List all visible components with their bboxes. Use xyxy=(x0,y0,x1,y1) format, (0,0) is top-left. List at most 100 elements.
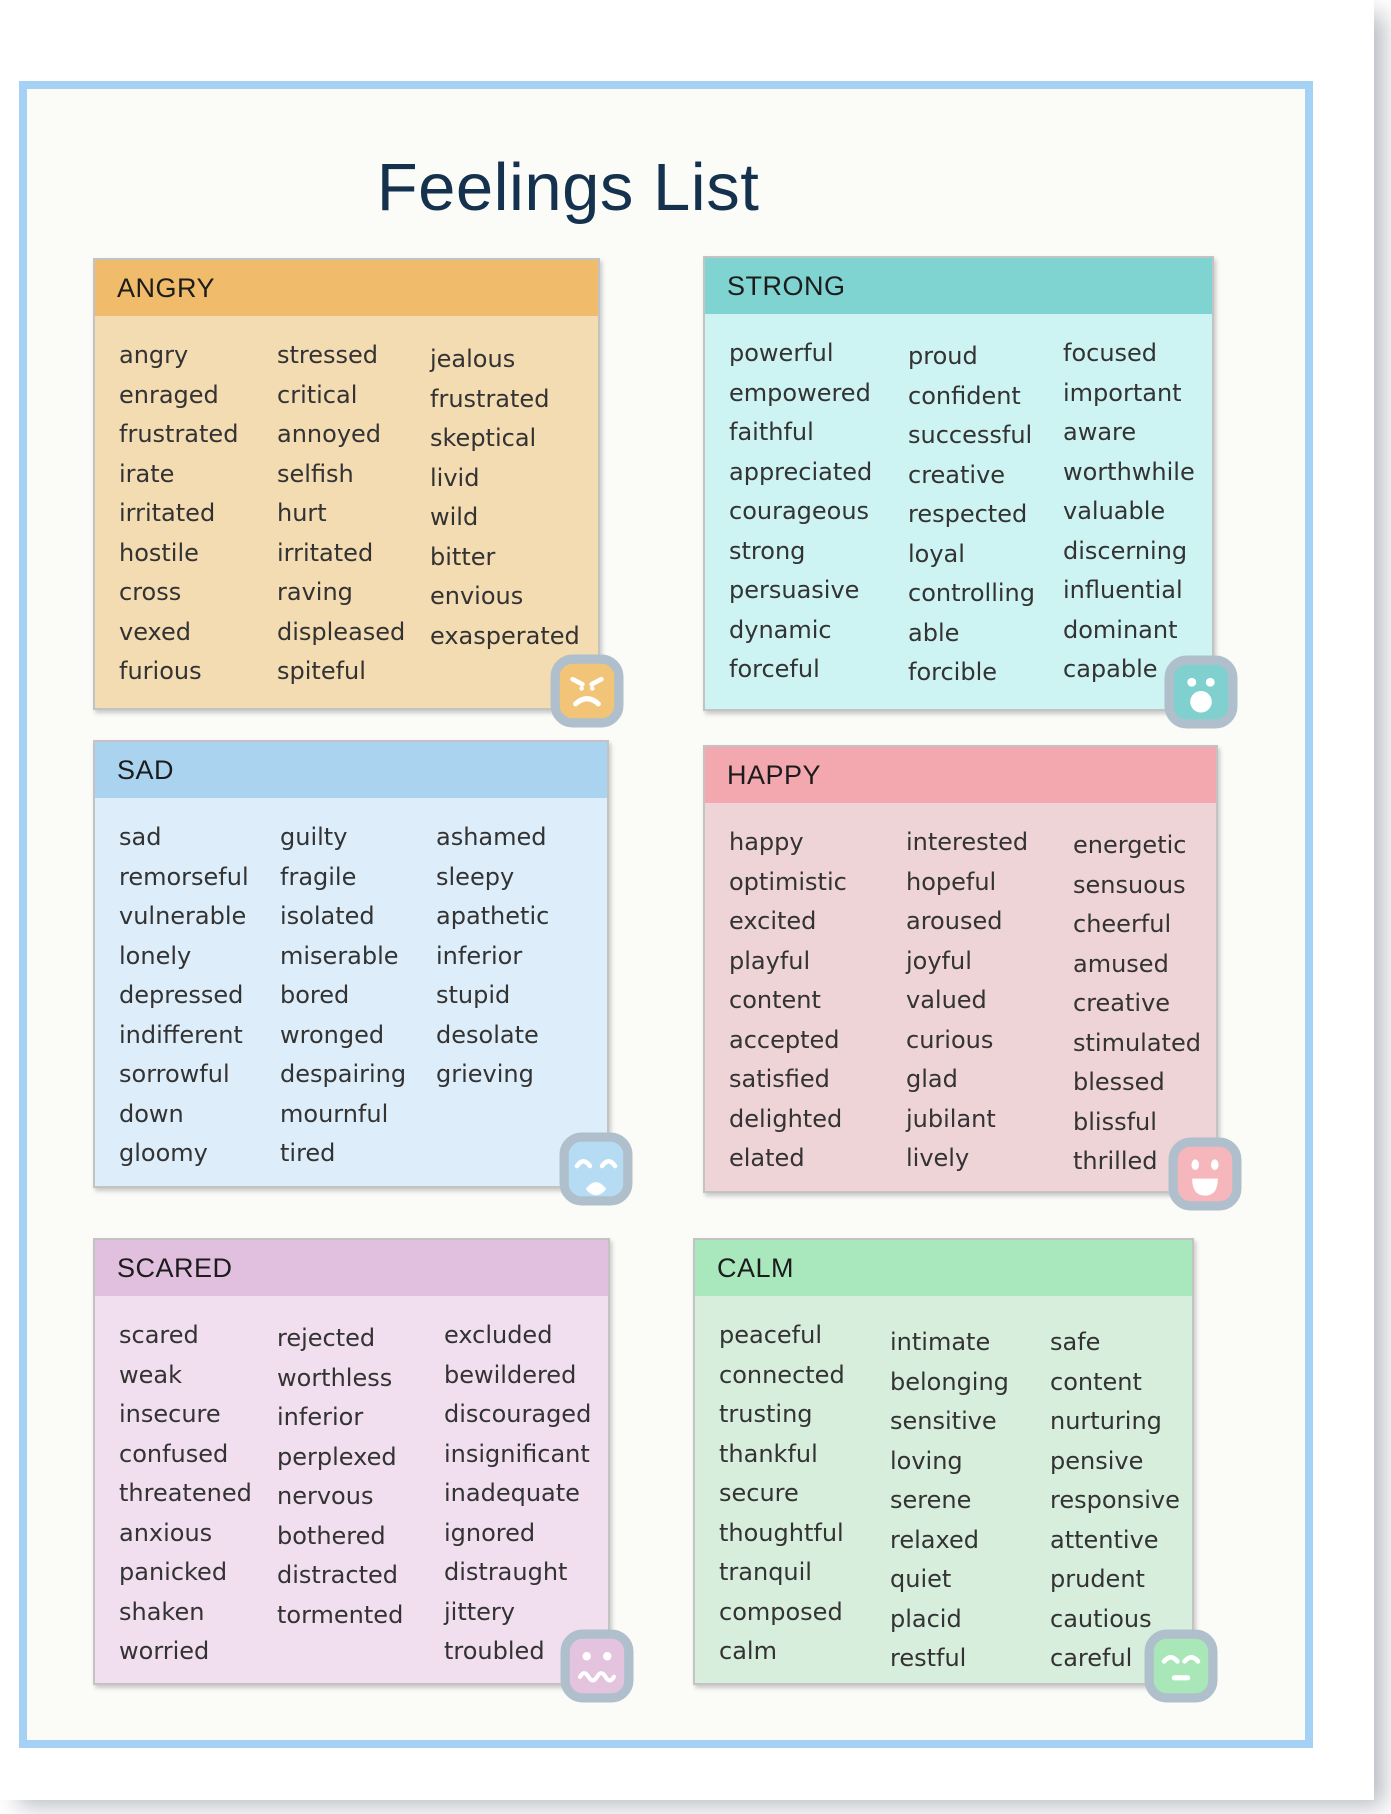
feeling-word: accepted xyxy=(729,1025,840,1054)
category-card-scared: SCARED scared weak insecure confused threate… xyxy=(93,1238,634,1703)
feeling-word: peaceful xyxy=(719,1321,822,1349)
feeling-word: belonging xyxy=(890,1367,1009,1396)
happy-face-icon xyxy=(1168,1137,1242,1211)
feeling-word: exasperated xyxy=(430,621,580,650)
word-column: excluded bewildered discouraged insignifica… xyxy=(444,1316,604,1672)
feeling-word: jealous xyxy=(430,345,516,373)
feeling-word: sorrowful xyxy=(119,1060,230,1088)
feeling-word: inferior xyxy=(277,1403,364,1431)
feeling-word: tormented xyxy=(277,1600,404,1629)
feeling-word: selfish xyxy=(277,459,354,488)
feeling-word: bitter xyxy=(430,542,496,571)
feeling-word: lively xyxy=(906,1144,970,1172)
feeling-word: miserable xyxy=(280,941,399,970)
word-column: intimate belonging sensitive loving serene re… xyxy=(890,1323,1050,1679)
feeling-word: sleepy xyxy=(436,862,515,891)
feeling-word: thankful xyxy=(719,1439,818,1468)
feeling-word: critical xyxy=(277,380,358,409)
feeling-word: stupid xyxy=(436,981,511,1009)
category-card-sad: SAD sad remorseful vulnerable lonely depress… xyxy=(93,740,633,1206)
feeling-word: distracted xyxy=(277,1561,398,1589)
category-card-strong: STRONG powerful empowered faithful apprecia… xyxy=(703,256,1238,729)
feeling-word: able xyxy=(908,618,960,647)
category-title: CALM xyxy=(717,1252,795,1283)
feeling-word: lonely xyxy=(119,941,192,970)
feeling-word: interested xyxy=(906,828,1029,856)
feeling-word: tranquil xyxy=(719,1558,812,1586)
word-column: guilty fragile isolated miserable bored wrong… xyxy=(280,818,436,1174)
feeling-word: forcible xyxy=(908,658,998,686)
category-card-calm: CALM peaceful connected trusting thankful se… xyxy=(693,1238,1218,1703)
word-column: happy optimistic excited playful content acce… xyxy=(729,823,906,1179)
feeling-word: depressed xyxy=(119,981,244,1009)
feeling-word: secure xyxy=(719,1479,799,1507)
feeling-word: anxious xyxy=(119,1518,213,1547)
surprised-face-icon xyxy=(1164,655,1238,729)
feeling-word: isolated xyxy=(280,902,375,930)
feeling-word: dynamic xyxy=(729,615,832,644)
feeling-word: focused xyxy=(1063,339,1158,367)
feeling-word: spiteful xyxy=(277,657,366,685)
feeling-word: jittery xyxy=(444,1597,515,1626)
feeling-word: serene xyxy=(890,1486,972,1514)
feeling-word: elated xyxy=(729,1144,805,1172)
feeling-word: angry xyxy=(119,341,189,369)
category-header: CALM xyxy=(695,1240,1192,1296)
feeling-word: perplexed xyxy=(277,1442,397,1471)
word-column: proud confident successful creative respecte… xyxy=(908,337,1063,693)
feeling-word: gloomy xyxy=(119,1139,208,1167)
feeling-word: annoyed xyxy=(277,420,382,448)
word-column: sad remorseful vulnerable lonely depressed in… xyxy=(119,818,280,1174)
feeling-word: empowered xyxy=(729,378,871,407)
feeling-word: courageous xyxy=(729,497,870,525)
feeling-word: blessed xyxy=(1073,1068,1165,1096)
feeling-word: sensitive xyxy=(890,1407,997,1435)
feeling-word: envious xyxy=(430,582,524,610)
feeling-word: confused xyxy=(119,1439,229,1468)
feeling-word: placid xyxy=(890,1604,962,1633)
feeling-word: valued xyxy=(906,986,987,1014)
feeling-word: threatened xyxy=(119,1479,252,1507)
feeling-word: discerning xyxy=(1063,536,1188,565)
feeling-word: wild xyxy=(430,503,479,531)
word-columns: peaceful connected trusting thankful secure t… xyxy=(695,1296,1192,1672)
feeling-word: satisfied xyxy=(729,1065,830,1093)
feeling-word: guilty xyxy=(280,823,348,851)
feeling-word: delighted xyxy=(729,1104,843,1133)
word-column: focused important aware worthwhile valuable d… xyxy=(1063,334,1208,690)
category-card-happy: HAPPY happy optimistic excited playful conte… xyxy=(703,745,1242,1211)
feeling-word: loyal xyxy=(908,539,965,568)
feeling-word: irritated xyxy=(119,499,216,527)
feeling-word: controlling xyxy=(908,579,1035,607)
feeling-word: wronged xyxy=(280,1020,385,1049)
category-title: ANGRY xyxy=(117,272,216,303)
feeling-word: restful xyxy=(890,1644,967,1672)
feeling-word: powerful xyxy=(729,339,834,367)
feeling-word: stressed xyxy=(277,341,379,369)
feeling-word: worthless xyxy=(277,1363,393,1392)
category-header: HAPPY xyxy=(705,747,1216,803)
feeling-word: despairing xyxy=(280,1060,407,1088)
feeling-word: composed xyxy=(719,1597,843,1626)
feeling-word: hopeful xyxy=(906,867,997,896)
feeling-word: frustrated xyxy=(119,420,239,448)
feeling-word: bewildered xyxy=(444,1360,577,1389)
feeling-word: hostile xyxy=(119,538,199,567)
feeling-word: amused xyxy=(1073,949,1169,978)
feeling-word: weak xyxy=(119,1360,182,1389)
feeling-word: confident xyxy=(908,381,1021,410)
feeling-word: nurturing xyxy=(1050,1407,1162,1435)
word-column: interested hopeful aroused joyful valued curi… xyxy=(906,823,1073,1179)
calm-face-icon xyxy=(1144,1629,1218,1703)
feeling-word: content xyxy=(1050,1367,1142,1396)
feeling-word: dominant xyxy=(1063,615,1178,644)
word-column: jealous frustrated skeptical livid wild bitte… xyxy=(430,340,594,696)
word-column: powerful empowered faithful appreciated cour… xyxy=(729,334,908,690)
page-title: Feelings List xyxy=(376,149,760,225)
feeling-word: pensive xyxy=(1050,1446,1144,1475)
feeling-word: raving xyxy=(277,578,353,606)
feeling-word: jubilant xyxy=(906,1104,996,1133)
feeling-word: aroused xyxy=(906,907,1003,935)
feeling-word: capable xyxy=(1063,655,1158,683)
